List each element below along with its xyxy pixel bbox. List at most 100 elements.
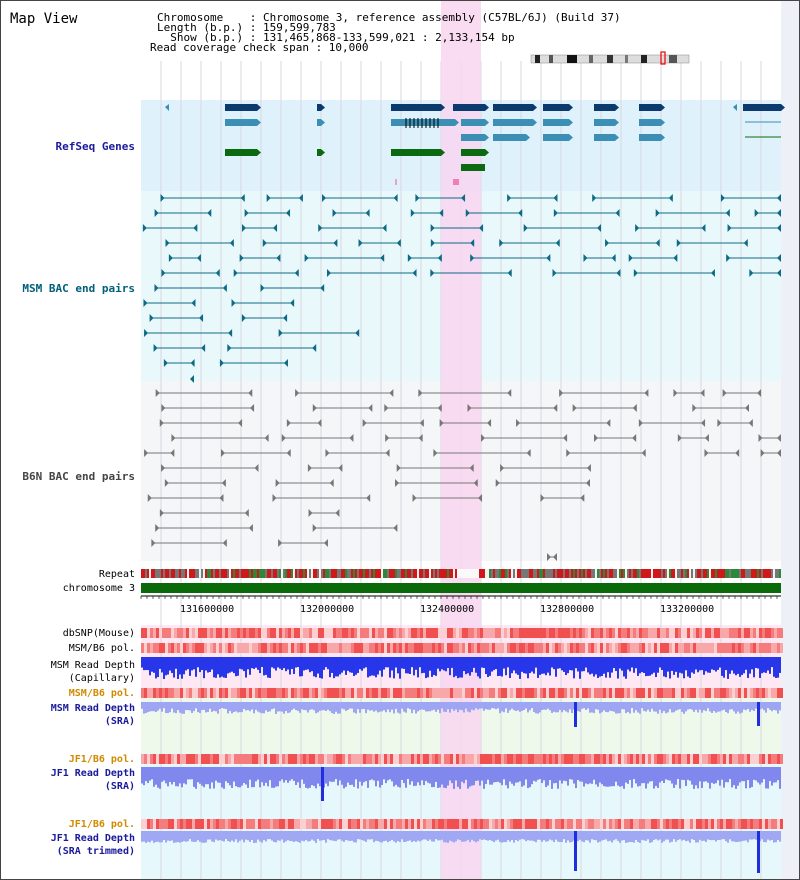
read-depth-bin	[575, 657, 577, 669]
read-depth-bin	[563, 767, 565, 781]
read-depth-bin	[481, 831, 483, 840]
refseq-genes-label[interactable]: RefSeq Genes	[55, 140, 135, 153]
read-depth-bin	[197, 702, 199, 713]
msm-bac-end-pairs-label[interactable]: MSM BAC end pairs	[22, 282, 135, 295]
b6n-bac-end-pairs-label[interactable]: B6N BAC end pairs	[22, 470, 135, 483]
polymorphism-bin	[543, 819, 546, 829]
polymorphism-bin	[771, 643, 774, 653]
read-depth-bin	[741, 831, 743, 842]
polymorphism-bin	[627, 819, 630, 829]
read-depth-bin	[449, 831, 451, 841]
read-depth-bin	[415, 831, 417, 842]
polymorphism-bin	[231, 688, 234, 698]
polymorphism-bin	[213, 688, 216, 698]
polymorphism-bin	[630, 628, 633, 638]
pair-end-marker	[286, 419, 291, 427]
repeat-segment	[451, 569, 453, 578]
polymorphism-bin	[270, 643, 273, 653]
read-depth-bin	[515, 657, 517, 674]
polymorphism-bin	[309, 628, 312, 638]
repeat-segment	[151, 569, 153, 578]
pair-end-marker	[597, 224, 602, 232]
repeat-segment	[195, 569, 197, 578]
read-depth-bin	[605, 767, 607, 787]
read-depth-bin	[329, 702, 331, 712]
read-depth-bin	[637, 657, 639, 676]
read-depth-bin	[365, 702, 367, 714]
read-depth-bin	[715, 831, 717, 842]
repeat-segment	[273, 569, 275, 578]
read-depth-bin	[265, 702, 267, 711]
read-depth-bin	[713, 702, 715, 712]
refseq-gene	[461, 164, 485, 171]
pair-end-marker	[164, 479, 169, 487]
repeat-segment	[715, 569, 717, 578]
read-depth-bin	[359, 657, 361, 670]
read-depth-bin	[247, 831, 249, 841]
read-depth-bin	[363, 657, 365, 669]
polymorphism-bin	[501, 643, 504, 653]
pair-end-marker	[566, 449, 571, 457]
polymorphism-bin	[741, 819, 744, 829]
repeat-segment	[323, 569, 325, 578]
read-depth-bin	[389, 657, 391, 678]
read-depth-bin	[729, 767, 731, 780]
polymorphism-bin	[261, 628, 264, 638]
polymorphism-bin	[576, 819, 579, 829]
read-depth-bin	[685, 657, 687, 671]
polymorphism-bin	[612, 754, 615, 764]
read-depth-bin	[171, 831, 173, 841]
repeat-segment	[373, 569, 375, 578]
read-depth-bin	[395, 831, 397, 843]
read-depth-bin	[251, 657, 253, 669]
read-depth-bin	[701, 831, 703, 841]
read-depth-bin	[287, 702, 289, 714]
polymorphism-bin	[717, 688, 720, 698]
polymorphism-bin	[279, 819, 282, 829]
read-depth-bin	[309, 657, 311, 673]
read-depth-bin	[393, 831, 395, 842]
read-depth-bin	[393, 657, 395, 679]
pair-end-marker	[329, 479, 334, 487]
repeat-segment	[231, 569, 233, 578]
read-depth-bin	[451, 702, 453, 709]
read-depth-bin	[731, 702, 733, 710]
polymorphism-bin	[477, 643, 480, 653]
read-depth-bin	[513, 657, 515, 671]
read-depth-bin	[343, 657, 345, 671]
read-depth-bin	[673, 767, 675, 788]
read-depth-bin	[161, 831, 163, 843]
polymorphism-bin	[153, 643, 156, 653]
read-depth-bin	[741, 767, 743, 782]
polymorphism-bin	[432, 819, 435, 829]
read-depth-bin	[465, 702, 467, 709]
polymorphism-bin	[156, 754, 159, 764]
polymorphism-bin	[339, 643, 342, 653]
read-depth-bin	[705, 657, 707, 672]
read-depth-bin	[225, 831, 227, 840]
polymorphism-bin	[393, 688, 396, 698]
read-depth-bin	[301, 831, 303, 841]
read-depth-bin	[607, 767, 609, 787]
polymorphism-bin	[558, 754, 561, 764]
read-depth-bin	[355, 702, 357, 714]
polymorphism-bin	[300, 819, 303, 829]
read-depth-bin	[255, 831, 257, 843]
read-depth-bin	[357, 702, 359, 710]
read-depth-bin	[607, 702, 609, 713]
read-depth-bin	[635, 657, 637, 669]
polymorphism-bin	[693, 688, 696, 698]
read-depth-bin	[611, 702, 613, 712]
read-depth-bin	[689, 767, 691, 781]
polymorphism-bin	[159, 819, 162, 829]
read-depth-bin	[539, 657, 541, 675]
polymorphism-bin	[153, 628, 156, 638]
read-depth-bin	[473, 767, 475, 786]
read-depth-bin	[699, 831, 701, 840]
read-depth-bin	[641, 831, 643, 840]
polymorphism-bin	[327, 628, 330, 638]
read-depth-bin	[217, 702, 219, 714]
pair-end-marker	[147, 494, 152, 502]
polymorphism-bin	[663, 688, 666, 698]
